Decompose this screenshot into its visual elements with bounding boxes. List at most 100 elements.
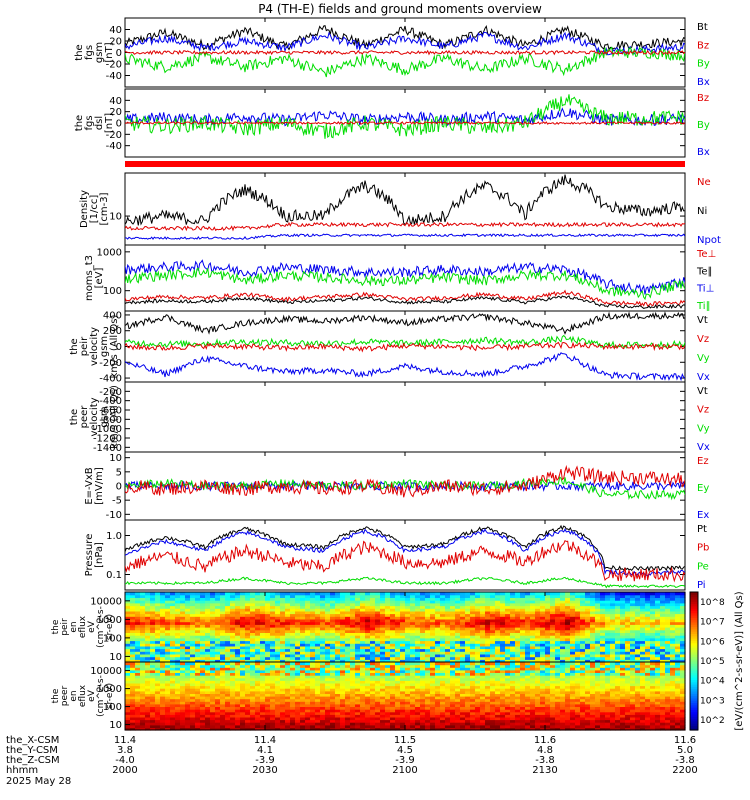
spectrogram-cell xyxy=(670,643,676,647)
spectrogram-cell xyxy=(435,627,441,631)
spectrogram-cell xyxy=(395,640,401,644)
spectrogram-cell xyxy=(625,635,631,639)
spectrogram-cell xyxy=(450,653,456,658)
spectrogram-cell xyxy=(440,709,446,713)
spectrogram-cell xyxy=(150,627,156,631)
spectrogram-cell xyxy=(195,645,201,650)
spectrogram-cell xyxy=(310,727,316,731)
spectrogram-cell xyxy=(210,640,216,644)
spectrogram-cell xyxy=(615,618,621,623)
spectrogram-cell xyxy=(160,637,166,642)
spectrogram-cell xyxy=(130,618,136,623)
spectrogram-cell xyxy=(175,608,181,612)
spectrogram-cell xyxy=(160,677,166,681)
spectrogram-cell xyxy=(670,597,676,601)
spectrogram-cell xyxy=(330,667,336,671)
spectrogram-cell xyxy=(405,703,411,707)
spectrogram-cell xyxy=(510,648,516,652)
spectrogram-cell xyxy=(285,724,291,728)
spectrogram-cell xyxy=(330,624,336,628)
spectrogram-cell xyxy=(295,627,301,631)
spectrogram-cell xyxy=(315,635,321,639)
spectrogram-cell xyxy=(395,727,401,731)
spectrogram-cell xyxy=(300,651,306,655)
spectrogram-cell xyxy=(415,719,421,723)
spectrogram-cell xyxy=(195,719,201,723)
spectrogram-cell xyxy=(240,605,246,609)
spectrogram-cell xyxy=(205,680,211,684)
series-Ne xyxy=(125,221,685,232)
spectrogram-cell xyxy=(275,635,281,639)
spectrogram-cell xyxy=(640,597,646,601)
spectrogram-cell xyxy=(130,714,136,718)
spectrogram-cell xyxy=(150,669,156,673)
spectrogram-cell xyxy=(255,714,261,718)
spectrogram-cell xyxy=(460,635,466,639)
spectrogram-cell xyxy=(320,669,326,673)
spectrogram-cell xyxy=(160,675,166,679)
spectrogram-cell xyxy=(190,594,196,598)
spectrogram-cell xyxy=(235,667,241,671)
spectrogram-cell xyxy=(420,640,426,644)
spectrogram-cell xyxy=(450,672,456,676)
spectrogram-cell xyxy=(395,690,401,694)
spectrogram-cell xyxy=(625,624,631,628)
spectrogram-cell xyxy=(405,709,411,713)
spectrogram-cell xyxy=(330,698,336,702)
spectrogram-cell xyxy=(475,656,481,660)
spectrogram-cell xyxy=(165,637,171,642)
spectrogram-cell xyxy=(265,594,271,598)
spectrogram-cell xyxy=(495,640,501,644)
spectrogram-cell xyxy=(360,659,366,663)
spectrogram-cell xyxy=(305,672,311,676)
spectrogram-cell xyxy=(270,693,276,697)
spectrogram-cell xyxy=(475,629,481,633)
spectrogram-cell xyxy=(610,645,616,650)
spectrogram-cell xyxy=(445,653,451,658)
spectrogram-cell xyxy=(275,613,281,617)
spectrogram-cell xyxy=(450,701,456,705)
spectrogram-cell xyxy=(630,613,636,617)
spectrogram-cell xyxy=(400,696,406,700)
spectrogram-cell xyxy=(375,722,381,726)
spectrogram-cell xyxy=(320,709,326,713)
spectrogram-cell xyxy=(335,651,341,655)
spectrogram-cell xyxy=(345,722,351,726)
spectrogram-cell xyxy=(260,653,266,658)
spectrogram-cell xyxy=(135,672,141,676)
spectrogram-cell xyxy=(315,677,321,681)
spectrogram-cell xyxy=(265,632,271,636)
spectrogram-cell xyxy=(225,688,231,692)
spectrogram-cell xyxy=(325,640,331,644)
spectrogram-cell xyxy=(265,716,271,721)
spectrogram-cell xyxy=(405,637,411,642)
spectrogram-cell xyxy=(350,656,356,660)
spectrogram-cell xyxy=(460,714,466,718)
spectrogram-cell xyxy=(240,693,246,697)
spectrogram-cell xyxy=(145,621,151,625)
spectrogram-cell xyxy=(295,724,301,728)
spectrogram-cell xyxy=(245,719,251,723)
spectrogram-cell xyxy=(265,680,271,684)
spectrogram-cell xyxy=(280,643,286,647)
spectrogram-cell xyxy=(280,662,286,666)
spectrogram-cell xyxy=(150,643,156,647)
spectrogram-cell xyxy=(150,602,156,607)
spectrogram-cell xyxy=(605,618,611,623)
spectrogram-cell xyxy=(500,640,506,644)
spectrogram-cell xyxy=(430,719,436,723)
spectrogram-cell xyxy=(390,602,396,607)
spectrogram-cell xyxy=(250,602,256,607)
spectrogram-cell xyxy=(645,632,651,636)
spectrogram-cell xyxy=(540,605,546,609)
spectrogram-cell xyxy=(230,640,236,644)
spectrogram-cell xyxy=(535,635,541,639)
spectrogram-cell xyxy=(485,629,491,633)
spectrogram-cell xyxy=(375,613,381,617)
spectrogram-cell xyxy=(335,632,341,636)
spectrogram-cell xyxy=(390,637,396,642)
spectrogram-cell xyxy=(660,594,666,598)
series-Ey xyxy=(125,476,685,501)
spectrogram-cell xyxy=(635,621,641,625)
spectrogram-cell xyxy=(200,706,206,710)
